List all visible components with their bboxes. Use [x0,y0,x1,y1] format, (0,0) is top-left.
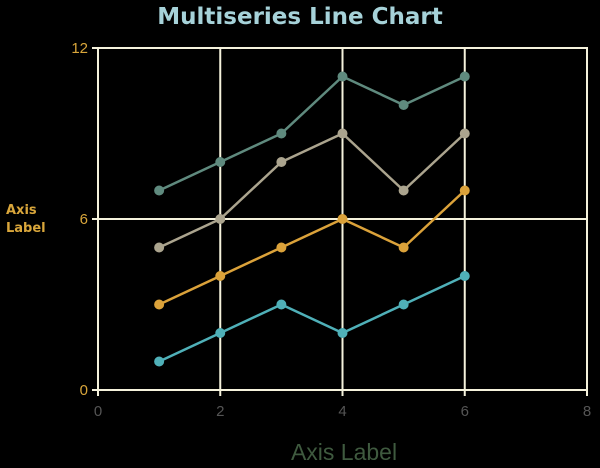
series-3 [154,185,470,310]
data-point [459,128,470,139]
y-tick-label: 6 [80,211,88,228]
x-tick-label: 4 [338,403,346,420]
x-axis-label: Axis Label [291,439,397,465]
data-point [337,128,348,139]
series-line [158,75,466,192]
series-line [158,132,466,249]
data-point [337,328,348,338]
data-point [154,299,165,310]
y-tick-label: 12 [71,40,88,57]
x-tick-label: 6 [461,403,469,420]
data-point [215,328,226,338]
data-point [215,157,226,167]
data-point [276,242,287,253]
data-point [459,185,470,196]
x-tick-label: 2 [216,403,224,420]
x-tick-label: 8 [583,403,591,420]
y-tick-label: 0 [80,382,88,399]
y-axis-label-line-1: Axis [6,203,37,218]
data-point [398,242,409,253]
chart-title: Multiseries Line Chart [157,4,442,30]
series-layer [154,71,470,367]
data-point [337,71,348,82]
data-point [398,100,409,110]
series-1 [154,71,470,196]
x-tick-label: 0 [94,403,102,420]
data-point [154,185,165,196]
y-axis-label-line-2: Label [6,221,46,236]
data-point [215,214,226,224]
data-point [154,242,165,253]
series-2 [154,128,470,253]
series-line [158,189,466,306]
series-line [158,274,466,363]
data-point [276,128,287,139]
data-point [459,271,470,281]
data-point [398,299,409,310]
tick-labels: 0 2 4 6 8 0 6 12 [71,40,591,420]
data-point [337,214,348,224]
data-point [276,157,287,167]
data-point [276,299,287,310]
series-4 [154,271,470,367]
data-point [459,71,470,82]
data-point [215,271,226,281]
data-point [398,185,409,196]
data-point [154,356,165,367]
